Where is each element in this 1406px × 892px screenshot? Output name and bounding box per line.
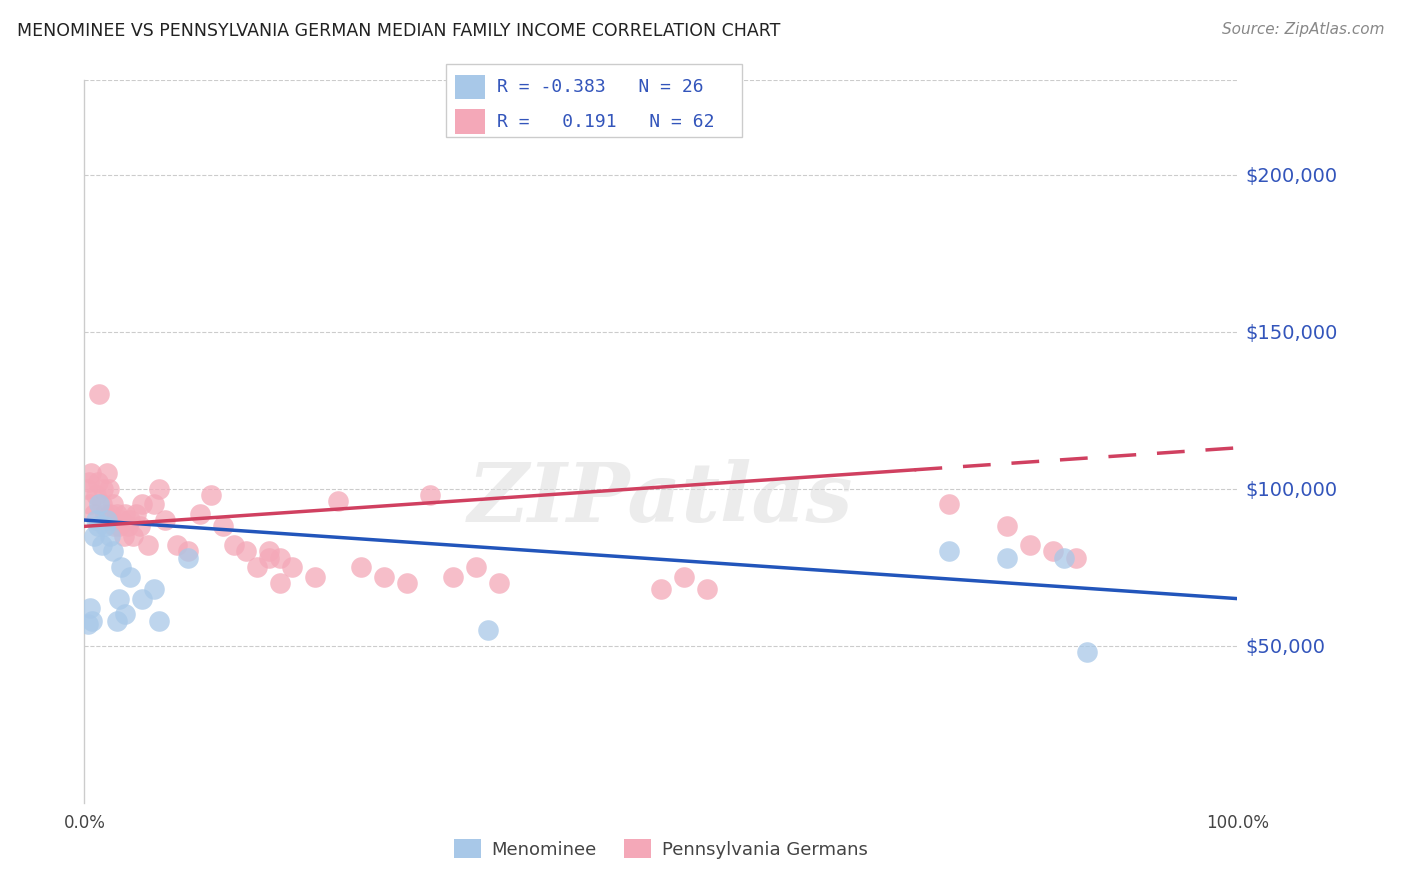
- Point: [80, 466, 103, 480]
- Point: [142, 582, 165, 597]
- Point: [1042, 544, 1064, 558]
- Point: [477, 623, 499, 637]
- Point: [79, 497, 101, 511]
- Point: [281, 560, 304, 574]
- Point: [269, 575, 291, 590]
- Point: [148, 482, 170, 496]
- Point: [94, 519, 117, 533]
- Point: [110, 560, 132, 574]
- Text: MENOMINEE VS PENNSYLVANIA GERMAN MEDIAN FAMILY INCOME CORRELATION CHART: MENOMINEE VS PENNSYLVANIA GERMAN MEDIAN …: [17, 22, 780, 40]
- Point: [235, 544, 257, 558]
- Point: [938, 497, 960, 511]
- Point: [1076, 645, 1098, 659]
- Point: [84, 513, 107, 527]
- Text: R =   0.191   N = 62: R = 0.191 N = 62: [498, 112, 714, 130]
- Point: [121, 529, 143, 543]
- Point: [350, 560, 373, 574]
- Point: [114, 607, 136, 622]
- Point: [166, 538, 188, 552]
- Point: [83, 507, 105, 521]
- Legend: Menominee, Pennsylvania Germans: Menominee, Pennsylvania Germans: [447, 832, 875, 866]
- Point: [211, 519, 233, 533]
- Text: R = -0.383   N = 26: R = -0.383 N = 26: [498, 78, 704, 95]
- Point: [117, 519, 139, 533]
- Point: [108, 519, 131, 533]
- Point: [110, 513, 132, 527]
- Point: [98, 507, 121, 521]
- Bar: [456, 75, 485, 99]
- Point: [153, 513, 176, 527]
- Point: [90, 497, 112, 511]
- Point: [108, 591, 131, 606]
- Point: [94, 507, 117, 521]
- Point: [97, 482, 120, 496]
- FancyBboxPatch shape: [446, 64, 742, 136]
- Point: [696, 582, 718, 597]
- Point: [103, 497, 124, 511]
- Point: [136, 538, 159, 552]
- Point: [84, 488, 107, 502]
- Point: [995, 519, 1018, 533]
- Point: [177, 550, 200, 565]
- Point: [103, 519, 125, 533]
- Point: [89, 497, 111, 511]
- Point: [938, 544, 960, 558]
- Point: [83, 529, 105, 543]
- Point: [200, 488, 222, 502]
- Point: [142, 497, 165, 511]
- Point: [131, 497, 153, 511]
- Point: [128, 519, 150, 533]
- Point: [257, 544, 280, 558]
- Point: [76, 616, 98, 631]
- Point: [77, 475, 100, 490]
- Point: [441, 569, 464, 583]
- Point: [101, 513, 124, 527]
- Point: [91, 482, 114, 496]
- Point: [269, 550, 291, 565]
- Point: [98, 529, 121, 543]
- Point: [396, 575, 419, 590]
- Point: [114, 507, 136, 521]
- Point: [419, 488, 441, 502]
- Point: [373, 569, 395, 583]
- Point: [650, 582, 672, 597]
- Point: [120, 513, 142, 527]
- Point: [79, 601, 101, 615]
- Point: [1018, 538, 1040, 552]
- Text: Source: ZipAtlas.com: Source: ZipAtlas.com: [1222, 22, 1385, 37]
- Point: [105, 507, 128, 521]
- Point: [995, 550, 1018, 565]
- Point: [82, 614, 104, 628]
- Point: [125, 507, 148, 521]
- Point: [304, 569, 326, 583]
- Point: [488, 575, 510, 590]
- Point: [96, 513, 118, 527]
- Point: [112, 529, 135, 543]
- Point: [90, 538, 112, 552]
- Bar: [456, 110, 485, 134]
- Point: [76, 482, 98, 496]
- Point: [326, 494, 349, 508]
- Point: [105, 614, 128, 628]
- Point: [1053, 550, 1076, 565]
- Point: [96, 466, 118, 480]
- Point: [224, 538, 246, 552]
- Point: [672, 569, 695, 583]
- Point: [87, 519, 110, 533]
- Point: [257, 550, 280, 565]
- Text: ZIPatlas: ZIPatlas: [468, 459, 853, 540]
- Point: [103, 544, 124, 558]
- Point: [1064, 550, 1087, 565]
- Point: [177, 544, 200, 558]
- Point: [188, 507, 211, 521]
- Point: [131, 591, 153, 606]
- Point: [465, 560, 488, 574]
- Point: [246, 560, 269, 574]
- Point: [120, 569, 142, 583]
- Point: [148, 614, 170, 628]
- Point: [89, 387, 111, 401]
- Point: [87, 475, 110, 490]
